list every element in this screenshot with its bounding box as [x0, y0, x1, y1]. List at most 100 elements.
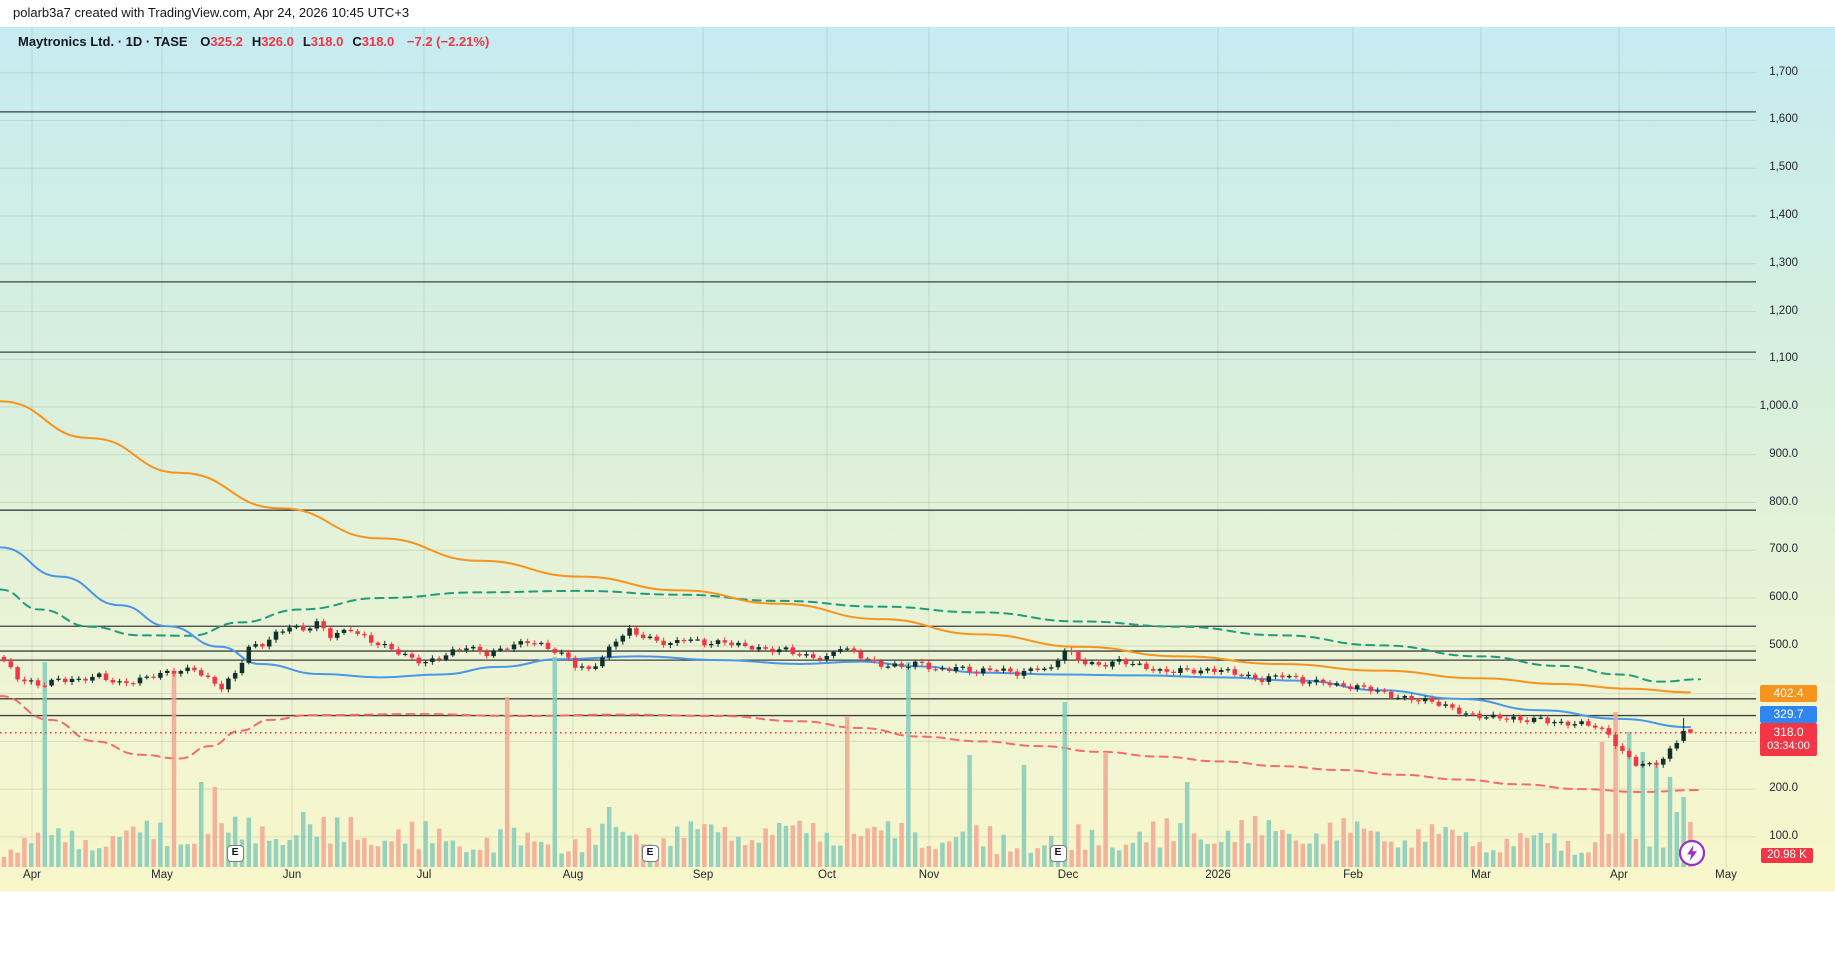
volume-bar — [1212, 843, 1217, 867]
volume-bar — [382, 840, 388, 867]
volume-bar — [1361, 828, 1367, 867]
candle-up — [464, 648, 469, 651]
volume-bar — [1606, 834, 1612, 867]
candle-up — [960, 666, 966, 668]
candle-up — [294, 625, 299, 628]
volume-bar — [1198, 839, 1204, 867]
candle-down — [1069, 650, 1074, 653]
candle-up — [1354, 685, 1360, 689]
candle-down — [946, 668, 952, 671]
volume-bar — [817, 841, 823, 867]
volume-bar — [362, 838, 367, 867]
instant-trading-lightning-icon[interactable] — [1678, 839, 1706, 867]
candle-up — [600, 657, 605, 667]
candle-down — [661, 640, 666, 646]
candle-up — [844, 648, 850, 650]
volume-bar — [1246, 843, 1251, 867]
candle-down — [899, 663, 904, 667]
candle-down — [1524, 720, 1530, 723]
earnings-marker[interactable]: E — [641, 845, 659, 862]
volume-bar — [878, 830, 884, 867]
candle-down — [817, 657, 823, 660]
volume-bar — [1028, 852, 1034, 867]
legend-symbol[interactable]: Maytronics Ltd. — [18, 34, 115, 49]
volume-bar — [1293, 840, 1299, 867]
candle-down — [1470, 713, 1476, 715]
candle-down — [1592, 725, 1598, 728]
volume-bar — [1626, 732, 1632, 867]
price-axis-tick: 1,400 — [1769, 208, 1798, 221]
volume-bar — [722, 827, 728, 867]
volume-bar — [28, 843, 34, 867]
volume-bar — [892, 838, 898, 867]
volume-bar — [715, 832, 721, 867]
volume-bar — [906, 662, 911, 867]
candle-up — [1089, 662, 1095, 665]
volume-bar — [1511, 846, 1516, 867]
volume-bar — [1681, 797, 1686, 867]
volume-bar — [776, 822, 782, 867]
candle-down — [987, 668, 993, 671]
candle-up — [1660, 758, 1666, 765]
volume-bar — [137, 832, 143, 867]
volume-bar — [545, 844, 551, 867]
candle-up — [307, 628, 313, 631]
volume-bar — [912, 832, 918, 867]
volume-bar — [790, 825, 796, 867]
attribution-text: polarb3a7 created with TradingView.com, … — [13, 5, 410, 20]
candle-down — [192, 667, 197, 671]
earnings-marker[interactable]: E — [1049, 845, 1067, 862]
price-axis-tick: 100.0 — [1769, 829, 1798, 842]
volume-bar — [491, 852, 496, 867]
candle-down — [375, 642, 381, 646]
candle-up — [1558, 721, 1564, 724]
candle-down — [763, 647, 768, 649]
volume-bar — [396, 829, 401, 867]
candle-down — [1388, 691, 1394, 698]
footer-bar: TradingView — [0, 891, 1835, 953]
volume-bar — [634, 834, 639, 867]
legend-interval[interactable]: 1D — [125, 34, 143, 49]
candle-up — [518, 641, 524, 645]
candle-up — [756, 647, 762, 650]
candle-up — [1674, 742, 1680, 749]
volume-bar — [566, 851, 571, 867]
earnings-marker[interactable]: E — [226, 845, 244, 862]
volume-bar — [1327, 822, 1333, 867]
candle-up — [668, 642, 673, 646]
volume-bar — [307, 824, 313, 867]
volume-bar — [919, 847, 925, 867]
time-axis-tick: May — [1715, 869, 1737, 881]
time-axis-tick: Feb — [1343, 869, 1363, 881]
volume-bar — [532, 841, 537, 867]
symbol-legend[interactable]: Maytronics Ltd. · 1D · TASE O325.2 H326.0… — [18, 34, 489, 49]
volume-bar — [1252, 816, 1258, 867]
volume-bar — [1456, 835, 1462, 867]
candle-up — [1001, 668, 1006, 671]
candle-down — [212, 677, 218, 684]
legend-ohlc-value: 318.0 — [361, 34, 395, 49]
chart-pane[interactable]: Maytronics Ltd. · 1D · TASE O325.2 H326.0… — [0, 27, 1835, 891]
volume-bar — [1273, 831, 1278, 867]
volume-bar — [198, 782, 204, 867]
volume-bar — [688, 821, 694, 867]
candle-up — [382, 643, 388, 646]
volume-bar — [1144, 842, 1149, 867]
attribution-bar: polarb3a7 created with TradingView.com, … — [0, 0, 1835, 27]
volume-bar — [1368, 830, 1374, 867]
chart-canvas[interactable] — [0, 27, 1835, 891]
volume-bar — [348, 817, 354, 867]
candle-down — [1633, 756, 1639, 766]
candle-up — [185, 667, 190, 672]
candle-up — [1640, 763, 1646, 766]
volume-bar — [1076, 824, 1081, 867]
candle-up — [402, 653, 408, 656]
volume-bar — [695, 829, 700, 867]
last-price-label: 318.0 03:34:00 — [1760, 723, 1817, 756]
candle-up — [1443, 704, 1448, 706]
volume-bar — [960, 831, 966, 867]
candle-down — [572, 657, 578, 668]
candle-up — [674, 640, 680, 643]
volume-bar — [1599, 742, 1605, 867]
